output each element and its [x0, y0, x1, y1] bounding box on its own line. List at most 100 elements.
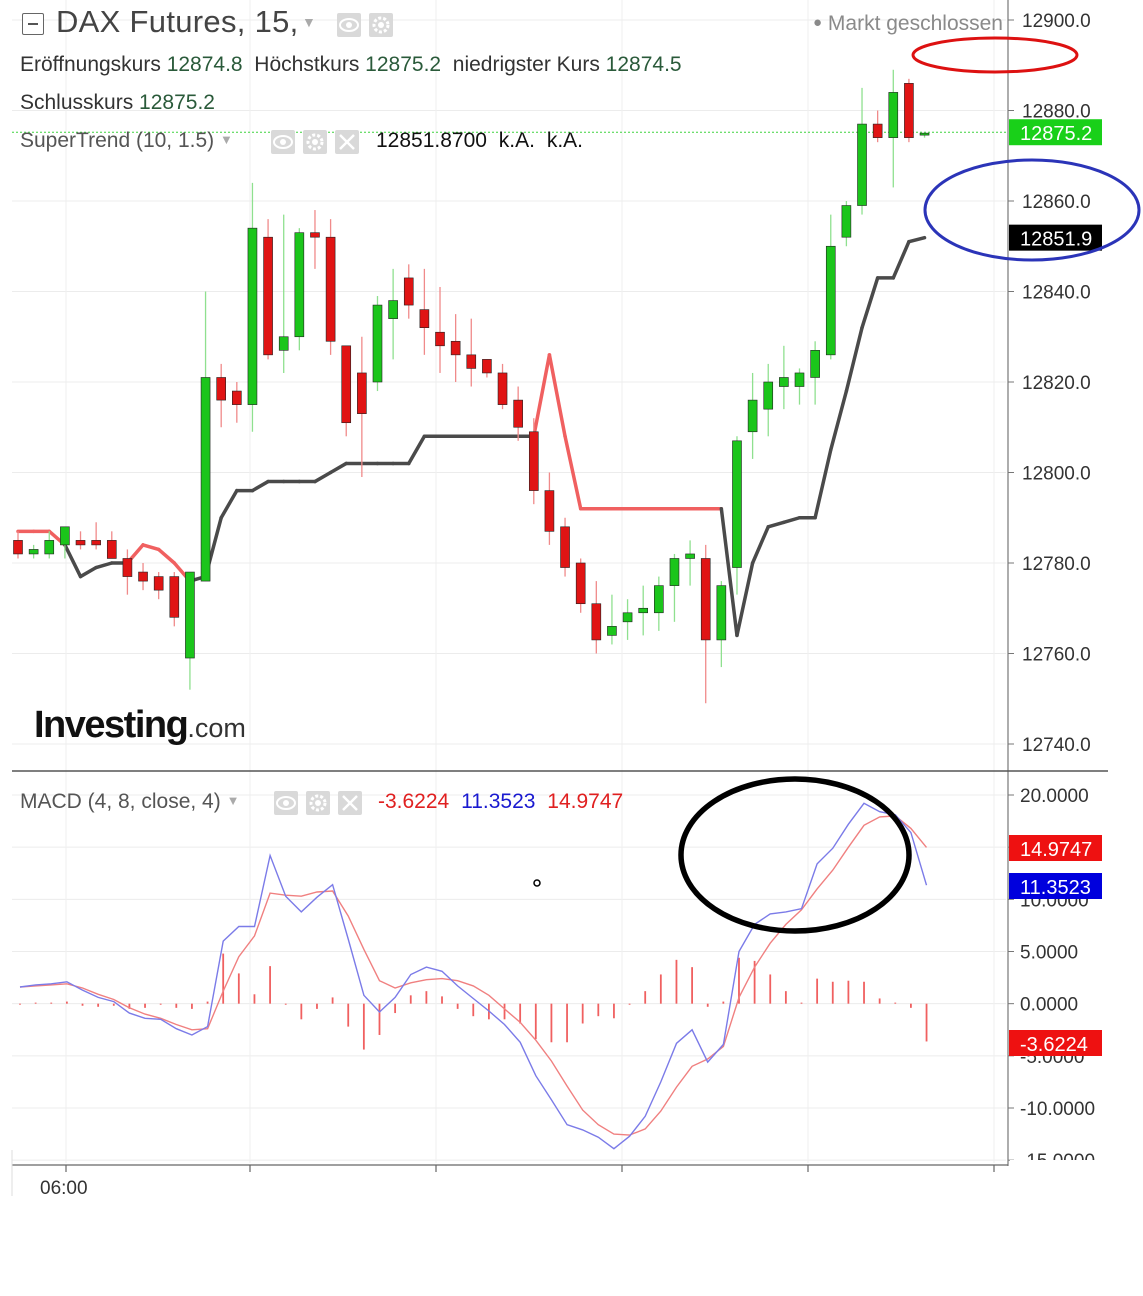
macd-close-icon[interactable] [338, 791, 362, 815]
candle-body [669, 558, 680, 586]
macd-gear-icon[interactable] [306, 791, 330, 815]
candle-body [310, 232, 320, 238]
supertrend-segment [313, 470, 333, 484]
candle-body [435, 331, 445, 347]
close-value: 12875.2 [139, 91, 215, 114]
macd-values: -3.6224 11.3523 14.9747 [378, 790, 623, 814]
supertrend-segment [407, 434, 427, 466]
candle-body [263, 236, 273, 356]
supertrend-close-icon[interactable] [335, 130, 359, 154]
candle-body [794, 372, 805, 387]
candle-body [247, 227, 258, 405]
supertrend-segment [250, 479, 270, 493]
supertrend-segment [94, 561, 114, 570]
market-status: ● Markt geschlossen [813, 12, 1003, 36]
gridlines [12, 0, 1006, 1163]
supertrend-values: 12851.8700 k.A. k.A. [362, 129, 583, 153]
macd-signal-tag-label: 14.9747 [1020, 839, 1092, 861]
macd-hist-tag-label: -3.6224 [1020, 1034, 1088, 1056]
supertrend-eye-icon[interactable] [271, 130, 295, 154]
supertrend-dropdown-icon[interactable]: ▼ [220, 132, 233, 147]
supertrend-segment [532, 353, 552, 439]
supertrend-segment [141, 543, 161, 552]
status-dot-icon: ● [813, 14, 823, 31]
open-value: 12874.8 [166, 53, 243, 76]
high-label: Höchstkurs [254, 53, 360, 76]
macd-legend: MACD (4, 8, close, 4) ▼ [20, 790, 239, 814]
candle-body [622, 612, 633, 623]
macd-hist-value: -3.6224 [378, 790, 450, 813]
candle-body [513, 399, 523, 428]
candle-body [482, 359, 492, 374]
price-tick-label: 12900.0 [1022, 11, 1091, 32]
candle-body [857, 123, 867, 206]
candle-body [654, 585, 664, 614]
investing-logo: Investing.com [34, 704, 246, 747]
price-tick-label: 12800.0 [1022, 464, 1091, 485]
candle-body [75, 540, 86, 546]
candle-body [232, 390, 242, 405]
candle-body [810, 350, 820, 378]
candle-body [91, 540, 101, 546]
candle-body [106, 540, 117, 559]
candle-body [638, 607, 649, 614]
title-dropdown-icon[interactable]: ▼ [302, 14, 316, 30]
macd-eye-icon[interactable] [274, 791, 298, 815]
candle-body [575, 562, 586, 605]
supertrend-segment [563, 434, 583, 511]
macd-signal-tag [1009, 835, 1102, 861]
supertrend-segment [813, 448, 833, 520]
candle-body [747, 399, 758, 433]
candle-body [779, 377, 789, 387]
annotation-red-ellipse [911, 36, 1079, 74]
candle-body [357, 372, 367, 414]
supertrend-price-tag [1009, 224, 1102, 251]
supertrend-gear-icon[interactable] [303, 130, 327, 154]
macd-signal-value: 14.9747 [547, 790, 624, 813]
supertrend-segment [328, 461, 348, 475]
logo-suffix: .com [187, 713, 246, 743]
supertrend-segment [782, 516, 802, 525]
price-tick-label: 12840.0 [1022, 283, 1091, 304]
supertrend-na-2: k.A. [546, 129, 584, 152]
macd-hist-tag [1009, 1030, 1102, 1056]
candle-body [60, 526, 70, 546]
candle-body [138, 571, 148, 582]
candle-body [888, 92, 899, 138]
candle-body [497, 372, 508, 405]
supertrend-label: SuperTrend (10, 1.5) [20, 129, 215, 152]
market-status-text: Markt geschlossen [827, 12, 1003, 35]
candle-body [28, 549, 39, 555]
macd-tick-label: -10.0000 [1020, 1099, 1095, 1120]
macd-label: MACD (4, 8, close, 4) [20, 790, 221, 813]
annotation-blue-ellipse [923, 158, 1141, 262]
supertrend-na-1: k.A. [498, 129, 535, 152]
candle-body [591, 603, 602, 641]
candle-body [732, 440, 742, 568]
candle-body [528, 431, 539, 491]
macd-dropdown-icon[interactable]: ▼ [226, 793, 240, 808]
settings-gear-icon[interactable] [369, 13, 393, 37]
candle-body [763, 381, 774, 410]
candle-body [185, 571, 195, 659]
collapse-icon[interactable] [22, 13, 44, 35]
candle-body [872, 123, 883, 138]
candle-body [44, 540, 55, 555]
price-tick-label: 12760.0 [1022, 645, 1091, 666]
annotation-black-ellipse [678, 776, 912, 934]
candle-body [825, 245, 836, 356]
candle-body [403, 277, 414, 306]
candle-body [153, 576, 164, 591]
supertrend-segment [219, 488, 239, 520]
supertrend-segment [78, 565, 98, 579]
candle-body [607, 626, 617, 636]
macd-line-value: 11.3523 [461, 790, 536, 813]
visibility-eye-icon[interactable] [337, 13, 361, 37]
candle-body [466, 354, 477, 369]
supertrend-price-tag-label: 12851.9 [1020, 229, 1092, 251]
supertrend-segment [547, 353, 567, 439]
supertrend-segment [719, 506, 739, 638]
supertrend-segment [766, 520, 786, 529]
low-value: 12874.5 [605, 53, 682, 76]
